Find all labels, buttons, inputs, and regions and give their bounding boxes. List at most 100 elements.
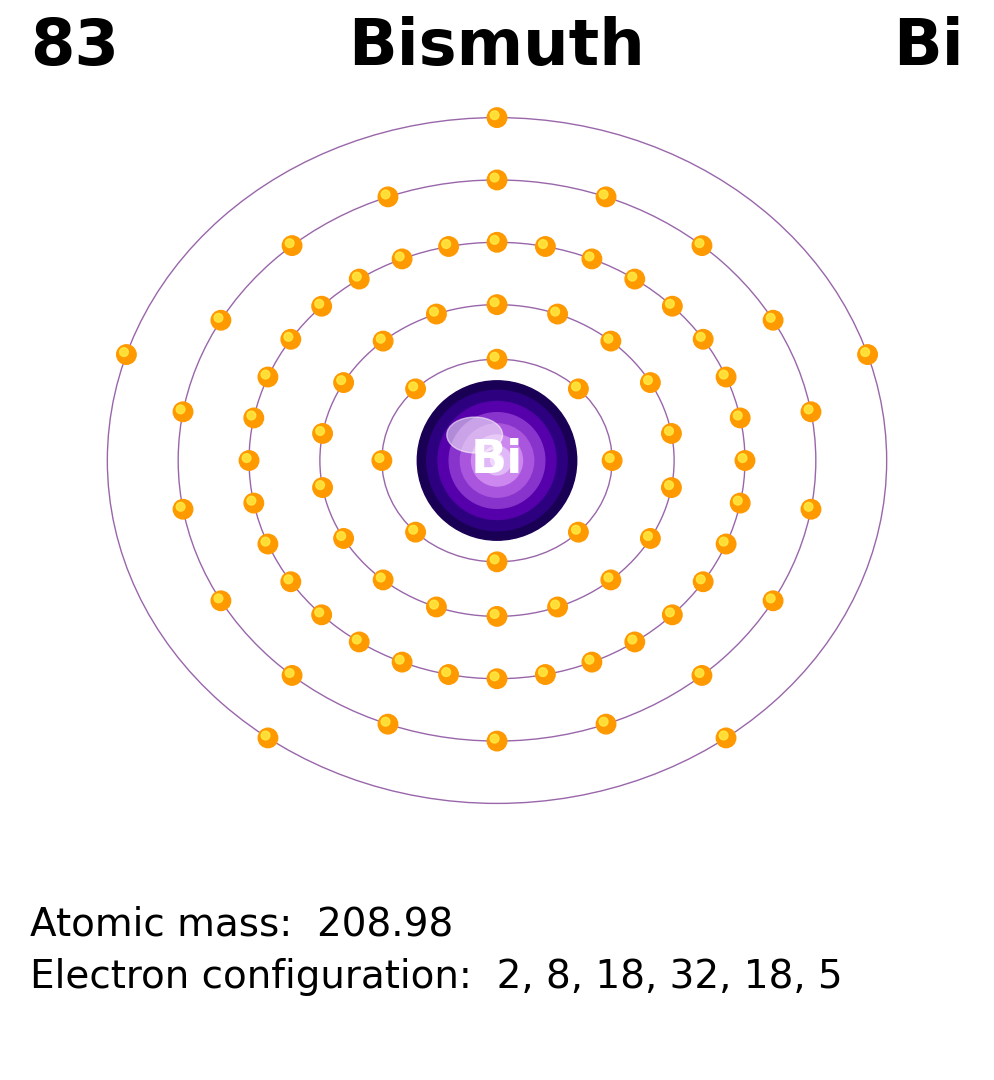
Circle shape xyxy=(720,370,728,379)
Circle shape xyxy=(663,297,682,316)
Circle shape xyxy=(116,345,136,364)
Circle shape xyxy=(426,390,568,530)
Circle shape xyxy=(471,435,523,486)
Circle shape xyxy=(585,656,593,664)
Circle shape xyxy=(243,454,250,462)
Circle shape xyxy=(487,607,507,626)
Circle shape xyxy=(426,597,446,617)
Circle shape xyxy=(643,376,652,384)
Circle shape xyxy=(628,272,637,281)
Circle shape xyxy=(214,594,223,603)
Circle shape xyxy=(439,237,458,256)
Circle shape xyxy=(582,249,601,269)
Circle shape xyxy=(261,537,269,546)
Circle shape xyxy=(665,481,673,489)
Circle shape xyxy=(861,348,870,356)
Circle shape xyxy=(536,237,555,256)
Circle shape xyxy=(665,427,673,435)
Circle shape xyxy=(285,239,294,247)
Circle shape xyxy=(625,269,644,288)
Circle shape xyxy=(426,305,446,324)
Circle shape xyxy=(173,499,193,519)
Circle shape xyxy=(487,396,507,416)
Circle shape xyxy=(247,411,255,420)
Circle shape xyxy=(717,728,736,747)
Circle shape xyxy=(569,523,588,542)
Circle shape xyxy=(281,329,300,349)
Circle shape xyxy=(316,481,324,489)
Circle shape xyxy=(766,594,775,603)
Text: VectorStock.com/6008958: VectorStock.com/6008958 xyxy=(699,1022,974,1041)
Circle shape xyxy=(460,423,534,497)
Circle shape xyxy=(439,665,458,685)
Circle shape xyxy=(350,632,369,651)
Circle shape xyxy=(429,307,438,316)
Circle shape xyxy=(334,529,353,549)
Circle shape xyxy=(337,531,346,540)
Circle shape xyxy=(487,350,507,369)
Circle shape xyxy=(393,249,412,269)
Circle shape xyxy=(697,575,705,583)
Circle shape xyxy=(569,379,588,399)
Circle shape xyxy=(734,411,743,420)
Circle shape xyxy=(804,405,813,414)
Circle shape xyxy=(548,597,568,617)
Circle shape xyxy=(258,535,277,554)
Circle shape xyxy=(337,376,346,384)
Text: Atomic mass:  208.98: Atomic mass: 208.98 xyxy=(30,905,453,943)
Circle shape xyxy=(663,605,682,624)
Circle shape xyxy=(245,494,263,513)
Circle shape xyxy=(628,635,637,644)
Circle shape xyxy=(662,477,681,497)
Text: Bi: Bi xyxy=(471,438,523,483)
Circle shape xyxy=(490,235,499,244)
Circle shape xyxy=(176,502,185,511)
Circle shape xyxy=(666,608,674,617)
Circle shape xyxy=(539,667,548,676)
Circle shape xyxy=(491,454,503,467)
Circle shape xyxy=(666,299,674,308)
Circle shape xyxy=(490,352,499,361)
Circle shape xyxy=(539,240,548,248)
Circle shape xyxy=(585,252,593,261)
Circle shape xyxy=(409,525,417,535)
Circle shape xyxy=(240,450,258,470)
Circle shape xyxy=(378,187,398,206)
Circle shape xyxy=(596,187,616,206)
Circle shape xyxy=(801,402,821,421)
Circle shape xyxy=(284,333,293,341)
Circle shape xyxy=(378,714,398,734)
Circle shape xyxy=(739,454,746,462)
Circle shape xyxy=(720,731,728,740)
Circle shape xyxy=(372,450,392,470)
Circle shape xyxy=(487,552,507,571)
Circle shape xyxy=(736,450,754,470)
Circle shape xyxy=(211,310,231,330)
Text: Electron configuration:  2, 8, 18, 32, 18, 5: Electron configuration: 2, 8, 18, 32, 18… xyxy=(30,959,843,997)
Circle shape xyxy=(731,408,749,428)
Circle shape xyxy=(625,632,644,651)
Circle shape xyxy=(173,402,193,421)
Circle shape xyxy=(393,652,412,672)
Circle shape xyxy=(717,367,736,387)
Circle shape xyxy=(417,381,577,540)
Circle shape xyxy=(487,669,507,688)
Circle shape xyxy=(801,499,821,519)
Circle shape xyxy=(487,295,507,314)
Circle shape xyxy=(429,600,438,609)
Circle shape xyxy=(409,382,417,391)
Circle shape xyxy=(261,370,269,379)
Circle shape xyxy=(602,450,622,470)
Circle shape xyxy=(312,605,331,624)
Circle shape xyxy=(490,672,499,680)
Circle shape xyxy=(487,171,507,190)
Text: Bi: Bi xyxy=(894,16,964,78)
Circle shape xyxy=(334,373,353,392)
Circle shape xyxy=(282,235,302,255)
Circle shape xyxy=(596,714,616,734)
Circle shape xyxy=(406,523,425,542)
Circle shape xyxy=(692,235,712,255)
Circle shape xyxy=(374,332,393,351)
Circle shape xyxy=(804,502,813,511)
Circle shape xyxy=(551,600,560,609)
